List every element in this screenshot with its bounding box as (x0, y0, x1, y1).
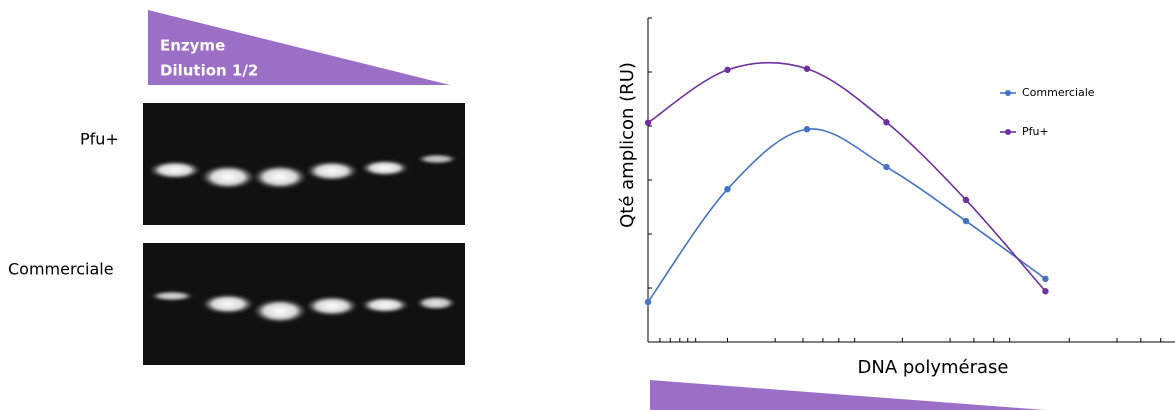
data-point (1042, 288, 1048, 294)
gel-row-label: Commerciale (8, 260, 114, 279)
data-point (645, 299, 651, 305)
legend-label: Commerciale (1022, 86, 1095, 99)
data-point (963, 197, 969, 203)
data-point (883, 164, 889, 170)
data-point (645, 120, 651, 126)
dilution-triangle (650, 380, 1045, 410)
data-point (1042, 276, 1048, 282)
legend-swatch (1005, 129, 1011, 135)
gel-header: Dilution 1/2 (160, 62, 258, 80)
x-axis-title: DNA polymérase (858, 357, 1009, 378)
gel-row-label: Pfu+ (80, 130, 119, 149)
data-point (963, 218, 969, 224)
data-point (804, 126, 810, 132)
legend-label: Pfu+ (1022, 125, 1049, 138)
series-line (648, 129, 1045, 302)
data-point (724, 186, 730, 192)
data-point (883, 119, 889, 125)
data-point (804, 66, 810, 72)
figure: Enzyme Dilution 1/2 Pfu+ Commerciale DNA… (0, 0, 1175, 410)
data-point (724, 67, 730, 73)
series-line (648, 63, 1045, 292)
legend-swatch (1005, 90, 1011, 96)
y-axis-title: Qté amplicon (RU) (617, 62, 638, 228)
gel-header: Enzyme (160, 37, 225, 55)
